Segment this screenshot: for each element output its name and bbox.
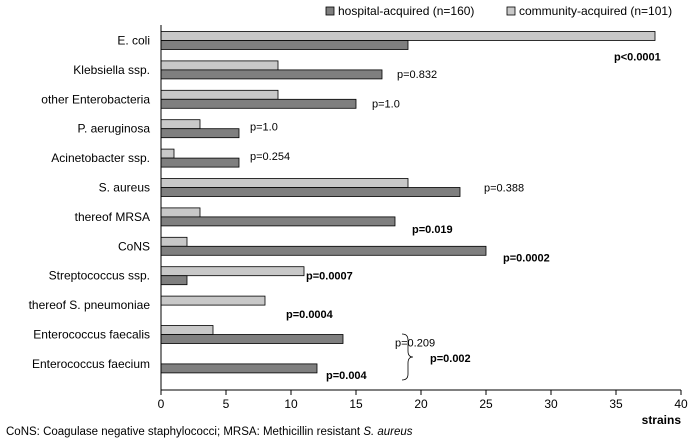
bar-hospital-acquired [160, 40, 409, 50]
category-label: Klebsiella ssp. [73, 63, 150, 77]
category-label: CoNS [118, 239, 150, 253]
x-tick-label: 40 [674, 397, 688, 411]
bar-hospital-acquired [160, 98, 357, 109]
p-value-label: p=0.832 [397, 69, 437, 81]
bar-community-acquired [160, 119, 201, 130]
enterococcus-brace [401, 333, 414, 381]
category-label: Streptococcus ssp. [49, 269, 150, 283]
category-label: thereof MRSA [75, 210, 150, 224]
bar-community-acquired [160, 266, 305, 277]
bar-hospital-acquired [160, 69, 383, 80]
bar-chart: hospital-acquired (n=160) community-acqui… [29, 4, 688, 426]
combined-p-value-label: p=0.002 [430, 353, 471, 365]
bar-hospital-acquired [160, 245, 487, 256]
bar-community-acquired [160, 178, 409, 188]
legend-swatch-hospital [325, 6, 335, 16]
category-label: Enterococcus faecalis [33, 328, 150, 342]
x-tick-label: 0 [158, 397, 165, 411]
category-label: E. coli [117, 34, 150, 48]
p-value-label: p=0.0004 [286, 309, 334, 321]
bar-community-acquired [160, 89, 279, 100]
category-label: Enterococcus faecium [32, 357, 150, 371]
bar-hospital-acquired [160, 334, 344, 344]
bar-community-acquired [160, 207, 201, 218]
category-label: thereof S. pneumoniae [29, 298, 151, 312]
bar-community-acquired [160, 31, 656, 41]
x-tick-label: 35 [609, 397, 623, 411]
p-value-label: p=0.0002 [503, 252, 550, 264]
bar-community-acquired [160, 148, 175, 159]
p-value-label: p=0.209 [395, 338, 435, 350]
category-label: S. aureus [99, 181, 150, 195]
p-value-label: p=0.019 [412, 224, 453, 236]
p-value-label: p=0.004 [326, 370, 368, 382]
p-value-label: p=1.0 [250, 122, 278, 134]
footnote: CoNS: Coagulase negative staphylococci; … [6, 426, 413, 438]
bar-hospital-acquired [160, 275, 188, 286]
category-label: Acinetobacter ssp. [51, 151, 150, 165]
bar-hospital-acquired [160, 187, 461, 197]
bar-community-acquired [160, 325, 214, 335]
bar-community-acquired [160, 60, 279, 71]
legend-label-hospital: hospital-acquired (n=160) [338, 4, 474, 18]
legend-label-community: community-acquired (n=101) [519, 4, 672, 18]
x-tick-label: 15 [349, 397, 363, 411]
x-tick-label: 5 [223, 397, 230, 411]
footnote-text: CoNS: Coagulase negative staphylococci; … [6, 426, 364, 438]
bar-hospital-acquired [160, 157, 240, 168]
p-value-label: p=0.0007 [306, 271, 353, 283]
x-tick-label: 20 [414, 397, 428, 411]
p-value-label: p=0.388 [484, 183, 524, 195]
bar-community-acquired [160, 295, 266, 306]
bar-hospital-acquired [160, 363, 318, 374]
bar-hospital-acquired [160, 216, 396, 227]
p-value-label: p<0.0001 [614, 52, 661, 64]
x-tick-label: 25 [479, 397, 493, 411]
footnote-italic: S. aureus [363, 426, 413, 438]
x-tick-label: 30 [544, 397, 558, 411]
p-value-label: p=0.254 [250, 151, 290, 163]
bar-community-acquired [160, 236, 188, 247]
category-label: other Enterobacteria [41, 92, 150, 106]
p-value-label: p=1.0 [372, 98, 400, 110]
category-label: P. aeruginosa [77, 122, 150, 136]
x-tick-label: 10 [284, 397, 298, 411]
legend-swatch-community [506, 6, 516, 16]
bar-hospital-acquired [160, 128, 240, 139]
x-axis-title: strains [642, 413, 682, 426]
